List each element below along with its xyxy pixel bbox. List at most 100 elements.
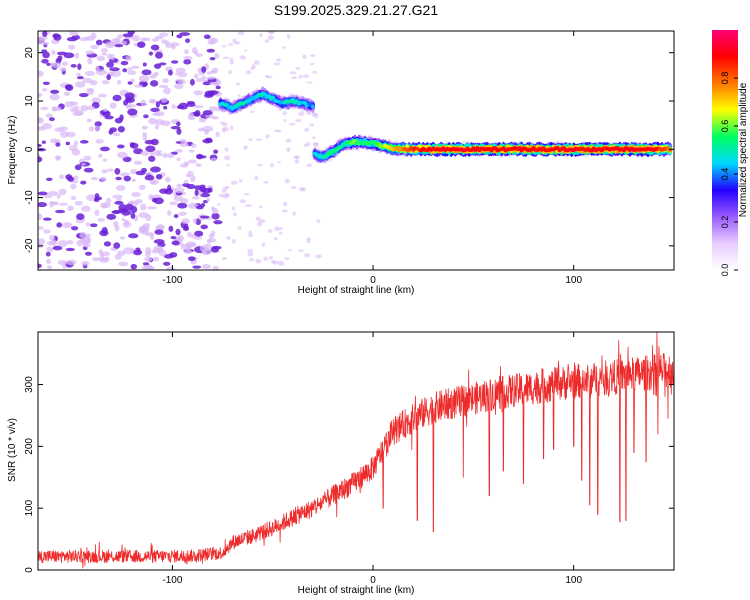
noise-blob	[85, 251, 92, 256]
noise-blob	[58, 188, 67, 196]
noise-blob	[213, 149, 219, 154]
noise-blob	[152, 256, 159, 262]
noise-blob	[161, 97, 168, 103]
noise-blob	[295, 67, 301, 70]
colorbar-tick-label: 0.0	[720, 264, 730, 277]
noise-blob	[117, 126, 125, 133]
noise-blob	[221, 188, 227, 193]
noise-blob	[100, 251, 111, 257]
noise-blob	[130, 168, 138, 175]
noise-blob	[229, 57, 234, 62]
noise-blob	[71, 226, 79, 231]
noise-blob	[148, 194, 154, 201]
noise-blob	[45, 258, 52, 264]
noise-blob	[257, 163, 263, 167]
noise-blob	[190, 233, 196, 239]
noise-blob	[169, 201, 178, 206]
noise-blob	[195, 163, 202, 167]
noise-blob	[139, 203, 147, 211]
snr-y-label: SNR (10 * v/v)	[7, 418, 18, 482]
noise-blob	[113, 242, 121, 249]
noise-blob	[258, 205, 263, 209]
noise-blob	[263, 256, 268, 261]
noise-blob	[156, 224, 165, 230]
noise-blob	[298, 186, 304, 192]
noise-blob	[245, 70, 252, 75]
noise-blob	[209, 81, 220, 86]
noise-blob	[74, 200, 83, 206]
spectrogram-x-label: Height of straight line (km)	[298, 285, 415, 296]
noise-blob	[70, 63, 77, 68]
noise-blob	[141, 69, 152, 76]
noise-blob	[73, 175, 79, 181]
noise-blob	[143, 37, 151, 42]
noise-blob	[286, 147, 291, 153]
noise-blob	[253, 60, 260, 65]
noise-blob	[68, 44, 76, 50]
noise-blob	[70, 107, 77, 113]
noise-blob	[292, 155, 300, 159]
noise-blob	[213, 220, 223, 225]
noise-blob	[116, 144, 125, 149]
colorbar-tick-label: 0.2	[720, 216, 730, 229]
noise-blob	[150, 107, 160, 113]
noise-blob	[194, 230, 204, 237]
noise-blob	[103, 108, 108, 113]
noise-blob	[238, 179, 243, 183]
noise-blob	[102, 110, 111, 117]
noise-blob	[298, 74, 303, 79]
noise-blob	[74, 52, 80, 59]
noise-blob	[217, 203, 221, 206]
noise-blob	[47, 191, 59, 196]
noise-blob	[46, 246, 54, 253]
noise-blob	[105, 41, 116, 49]
noise-blob	[155, 101, 160, 108]
noise-blob	[131, 178, 137, 183]
noise-blob	[289, 71, 297, 75]
noise-blob	[221, 45, 227, 48]
noise-blob	[261, 242, 266, 247]
snr-x-tick-label: 0	[370, 575, 376, 586]
noise-blob	[69, 145, 78, 152]
noise-blob	[283, 119, 287, 122]
noise-blob	[259, 33, 263, 38]
snr-x-axis: -100 0 100	[162, 332, 582, 586]
noise-blob	[264, 75, 269, 78]
noise-blob	[65, 247, 75, 252]
snr-y-tick-label: 100	[24, 499, 35, 516]
noise-blob	[59, 67, 67, 72]
noise-blob	[142, 262, 150, 266]
noise-blob	[41, 59, 49, 64]
noise-blob	[145, 145, 156, 153]
snr-y-tick-label: 300	[24, 376, 35, 393]
colorbar-bar	[712, 30, 738, 270]
noise-blob	[90, 44, 99, 50]
noise-blob	[118, 204, 128, 211]
noise-blob	[174, 83, 184, 90]
noise-blob	[117, 79, 122, 85]
noise-blob	[150, 44, 160, 51]
noise-blob	[40, 106, 49, 111]
noise-blob	[207, 41, 216, 45]
noise-blob	[95, 138, 104, 144]
snr-y-tick-label: 0	[24, 567, 35, 573]
noise-blob	[245, 204, 253, 208]
noise-blob	[267, 35, 274, 41]
noise-blob	[255, 258, 262, 264]
noise-blob	[64, 101, 75, 108]
noise-blob	[102, 158, 108, 162]
noise-blob	[290, 76, 298, 80]
noise-blob	[50, 239, 58, 246]
noise-blob	[38, 38, 45, 45]
noise-blob	[134, 199, 143, 204]
noise-blob	[148, 155, 156, 162]
noise-blob	[38, 263, 42, 268]
noise-blob	[302, 74, 309, 79]
noise-blob	[129, 142, 135, 147]
noise-blob	[286, 34, 291, 40]
noise-blob	[200, 224, 208, 230]
noise-blob	[65, 141, 71, 146]
noise-blob	[173, 195, 183, 202]
noise-blob	[51, 62, 62, 68]
